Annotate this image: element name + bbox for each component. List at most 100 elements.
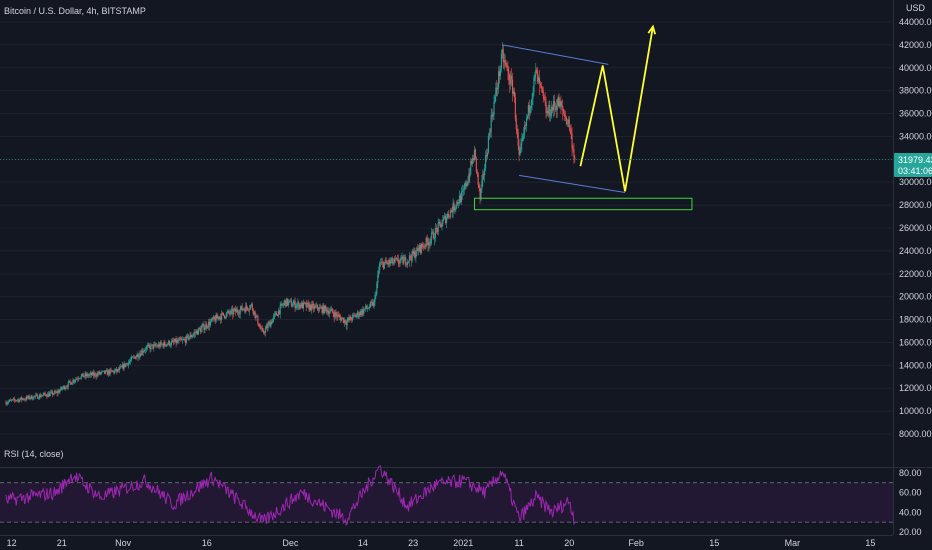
candle-body — [528, 105, 530, 114]
candle-body — [166, 344, 168, 347]
candle-body — [491, 114, 493, 117]
candle-body — [236, 309, 238, 313]
candle-body — [530, 104, 532, 108]
candle-body — [216, 314, 218, 319]
candle-body — [147, 344, 149, 346]
candle-body — [454, 208, 456, 211]
candle-body — [102, 371, 104, 372]
candle-body — [484, 168, 486, 176]
candle-body — [20, 397, 22, 400]
candle-body — [310, 305, 312, 311]
candle-body — [191, 336, 193, 337]
candle-body — [60, 387, 62, 391]
candle-body — [433, 238, 436, 239]
candle-body — [346, 320, 348, 325]
candle-body — [96, 373, 98, 377]
candle-body — [230, 310, 232, 314]
candle-body — [220, 317, 222, 320]
candle-body — [343, 320, 345, 323]
candle-body — [121, 364, 123, 367]
candle-body — [508, 71, 510, 81]
candle-body — [292, 303, 294, 306]
price-badge-box — [894, 153, 932, 177]
projection-path[interactable] — [579, 26, 654, 192]
candle-body — [418, 249, 420, 252]
candle-body — [471, 160, 473, 164]
candle-body — [512, 79, 514, 94]
candle-body — [115, 369, 117, 371]
support-zone-box[interactable] — [473, 197, 693, 211]
drawing-annotations[interactable] — [473, 24, 693, 211]
candle-body — [479, 188, 481, 200]
candle-body — [49, 393, 51, 396]
channel-lower-line[interactable] — [518, 174, 626, 194]
rsi-title[interactable]: RSI (14, close) — [4, 449, 64, 459]
candle-body — [320, 307, 322, 308]
price-candles[interactable] — [5, 42, 576, 406]
candle-body — [135, 356, 137, 359]
candle-body — [169, 341, 171, 346]
candle-body — [352, 314, 354, 321]
candle-body — [222, 313, 225, 316]
candle-body — [264, 328, 266, 334]
candle-body — [217, 316, 219, 319]
candle-body — [510, 75, 512, 85]
candle-body — [26, 396, 28, 398]
candle-body — [141, 350, 143, 355]
time-axis[interactable]: 12 21 Nov 16 Dec 14 23 2021 11 20 Feb 15 Mar 15 — [7, 538, 876, 548]
rsi-line[interactable] — [5, 465, 576, 526]
candle-body — [168, 341, 170, 345]
price-tick-label: 18000.00 — [899, 315, 932, 325]
candle-body — [145, 346, 147, 350]
candle-body — [439, 221, 441, 224]
candle-body — [383, 262, 385, 269]
candle-body — [503, 60, 505, 63]
candle-body — [50, 391, 53, 393]
candle-body — [6, 403, 8, 405]
candle-body — [199, 328, 201, 332]
candle-body — [86, 373, 88, 377]
candle-body — [103, 370, 106, 374]
candle-body — [294, 300, 296, 308]
candle-body — [438, 221, 440, 223]
candle-body — [22, 398, 24, 400]
candle-body — [280, 304, 282, 306]
candle-body — [251, 304, 253, 310]
candle-body — [164, 341, 166, 346]
candle-body — [332, 312, 334, 315]
candle-body — [167, 344, 169, 345]
price-tick-label: 40000.00 — [899, 63, 932, 73]
candle-body — [146, 345, 148, 347]
candle-body — [186, 335, 188, 336]
candle-body — [442, 219, 444, 225]
candle-body — [58, 390, 60, 393]
candle-body — [64, 386, 66, 390]
candle-body — [34, 396, 36, 397]
candle-body — [101, 371, 103, 374]
candle-body — [267, 323, 269, 328]
candle-body — [5, 401, 7, 405]
currency-label: USD — [906, 3, 926, 13]
channel-upper-line[interactable] — [502, 44, 609, 65]
candle-body — [480, 189, 482, 200]
candle-body — [109, 369, 111, 375]
price-tick-label: 12000.00 — [899, 383, 932, 393]
candle-body — [462, 189, 464, 191]
candle-body — [32, 398, 34, 400]
symbol-title[interactable]: Bitcoin / U.S. Dollar, 4h, BITSTAMP — [4, 6, 146, 16]
candle-body — [41, 395, 43, 397]
time-tick-label: Dec — [282, 538, 299, 548]
candle-body — [328, 311, 331, 314]
time-tick-label: 14 — [358, 538, 368, 548]
candle-body — [312, 303, 314, 305]
candle-body — [170, 341, 172, 345]
candle-body — [185, 335, 187, 343]
rsi-axis[interactable]: 20.00 40.00 60.00 80.00 — [899, 468, 922, 537]
candle-body — [179, 338, 181, 340]
candle-body — [534, 74, 536, 78]
candle-body — [566, 123, 568, 125]
price-tick-label: 8000.00 — [899, 429, 932, 439]
candle-body — [466, 182, 468, 187]
candle-body — [514, 97, 516, 119]
